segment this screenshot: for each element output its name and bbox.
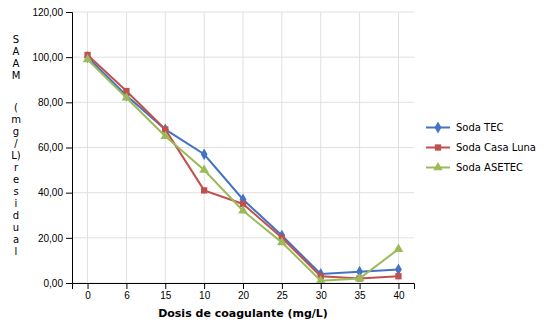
x-tick-label: 25 xyxy=(277,290,289,301)
x-axis-title: Dosis de coagulante (mg/L) xyxy=(158,307,328,320)
y-tick-label: 120,00 xyxy=(32,7,63,18)
grid-line-x xyxy=(320,12,321,283)
chart: 0 6 15 10 20 25 30 35 40 0,00 20,00 40,00 60,00 80,00… xyxy=(0,0,546,325)
tick-mark xyxy=(66,238,72,239)
tick-mark xyxy=(88,283,89,289)
tick-mark xyxy=(66,193,72,194)
plot-area xyxy=(83,51,404,283)
legend-label: Soda Casa Luna xyxy=(456,142,536,153)
tick-mark xyxy=(398,283,399,289)
tick-mark xyxy=(243,283,244,289)
data-point xyxy=(201,148,208,160)
grid-line-x xyxy=(243,12,244,283)
x-tick-label: 6 xyxy=(124,290,130,301)
legend-marker xyxy=(435,122,442,134)
tick-mark xyxy=(66,57,72,58)
x-tick: 6 xyxy=(124,283,130,301)
y-tick: 60,00 xyxy=(38,142,72,153)
data-point xyxy=(201,187,207,193)
legend-item: Soda ASETEC xyxy=(426,162,523,173)
x-axis: 0 6 15 10 20 25 30 35 40 xyxy=(73,283,415,301)
grid-line-x xyxy=(398,12,399,283)
series-line xyxy=(88,55,399,279)
y-tick-label: 60,00 xyxy=(38,142,63,153)
axis-domain xyxy=(66,13,73,284)
y-tick-label: 100,00 xyxy=(32,52,63,63)
data-point xyxy=(394,244,404,252)
grid-line-x xyxy=(204,12,205,283)
grid-line-x xyxy=(359,12,360,283)
legend-item: Soda TEC xyxy=(426,122,504,134)
x-tick: 25 xyxy=(277,283,289,301)
tick-mark xyxy=(66,12,72,13)
data-point xyxy=(316,275,326,283)
x-tick-label: 40 xyxy=(393,290,405,301)
data-point xyxy=(83,54,93,62)
legend-label: Soda TEC xyxy=(456,122,504,133)
y-tick: 120,00 xyxy=(32,7,72,18)
y-tick: 40,00 xyxy=(38,187,72,198)
x-tick-label: 30 xyxy=(316,290,328,301)
x-tick-label: 0 xyxy=(85,290,91,301)
legend-label: Soda ASETEC xyxy=(456,162,523,173)
tick-mark xyxy=(360,283,361,289)
y-tick-label: 40,00 xyxy=(38,187,63,198)
grid xyxy=(72,12,414,283)
tick-mark xyxy=(204,283,205,289)
y-axis-title: SAAM xyxy=(12,34,21,81)
data-point xyxy=(395,273,401,279)
x-tick: 20 xyxy=(238,283,250,301)
y-tick: 100,00 xyxy=(32,52,72,63)
legend-marker xyxy=(435,144,441,150)
legend-item: Soda Casa Luna xyxy=(426,142,536,153)
x-tick-label: 15 xyxy=(160,290,172,301)
x-tick: 30 xyxy=(316,283,328,301)
data-point xyxy=(355,273,365,281)
x-tick-label: 10 xyxy=(199,290,211,301)
data-point xyxy=(122,92,132,100)
x-tick: 10 xyxy=(199,283,211,301)
x-tick: 15 xyxy=(160,283,172,301)
x-tick: 40 xyxy=(393,283,405,301)
y-tick-label: 20,00 xyxy=(38,233,63,244)
y-tick: 20,00 xyxy=(38,233,72,244)
tick-mark xyxy=(126,283,127,289)
y-tick-label: 80,00 xyxy=(38,97,63,108)
x-tick: 35 xyxy=(355,283,367,301)
y-tick: 0,00 xyxy=(44,278,72,289)
tick-mark xyxy=(66,283,72,284)
x-tick-label: 20 xyxy=(238,290,250,301)
axis-domain xyxy=(73,284,415,290)
x-tick-label: 35 xyxy=(355,290,367,301)
legend: Soda TEC Soda Casa Luna Soda ASETEC xyxy=(426,122,536,173)
data-point xyxy=(238,205,248,213)
series-line xyxy=(88,57,399,274)
y-tick: 80,00 xyxy=(38,97,72,108)
data-point xyxy=(277,237,287,245)
tick-mark xyxy=(321,283,322,289)
tick-mark xyxy=(165,283,166,289)
x-tick: 0 xyxy=(85,283,91,301)
chart-container: 0 6 15 10 20 25 30 35 40 0,00 20,00 40,00 60,00 80,00… xyxy=(0,0,546,325)
data-point xyxy=(199,165,209,173)
legend-marker xyxy=(433,162,443,170)
grid-line-x xyxy=(126,12,127,283)
tick-mark xyxy=(66,102,72,103)
grid-line-x xyxy=(165,12,166,283)
series-line xyxy=(88,59,399,280)
y-axis: 0,00 20,00 40,00 60,00 80,00 100,00 120,00 xyxy=(32,7,72,289)
y-axis-title: (mg/L)residual xyxy=(11,102,21,257)
tick-mark xyxy=(282,283,283,289)
y-tick-label: 0,00 xyxy=(44,278,64,289)
tick-mark xyxy=(66,148,72,149)
data-point xyxy=(160,131,170,139)
